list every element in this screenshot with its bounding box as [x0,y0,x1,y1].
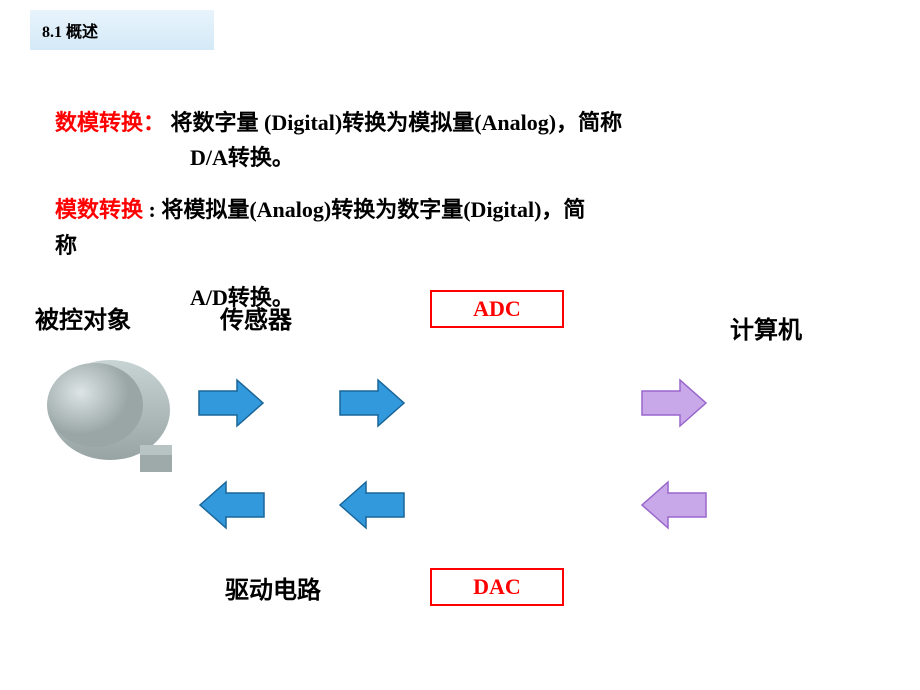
ad-colon: : [149,197,156,222]
arrow-left-icon [640,480,710,530]
ad-desc2: 称 [55,228,77,260]
label-computer: 计算机 [730,310,802,345]
da-desc1: 将数字量 (Digital)转换为模拟量(Analog)，简称 [171,110,623,135]
ad-definition-line1: 模数转换 : 将模拟量(Analog)转换为数字量(Digital)，简 [55,192,585,224]
da-desc2: D/A转换。 [190,140,294,172]
ad-desc1: 将模拟量(Analog)转换为数字量(Digital)，简 [161,197,585,222]
label-driver-circuit: 驱动电路 [225,570,321,605]
da-term: 数模转换： [55,110,165,135]
dac-text: DAC [473,574,521,599]
section-header: 8.1 概述 [30,10,214,50]
arrow-right-icon [640,378,710,428]
ad-term: 模数转换 [55,197,143,222]
cylinder-icon [40,355,190,485]
dac-box: DAC [430,568,564,606]
header-title: 8.1 概述 [42,24,98,41]
label-controlled-object: 被控对象 [35,300,131,335]
arrow-left-icon [338,480,408,530]
da-definition-line1: 数模转换： 将数字量 (Digital)转换为模拟量(Analog)，简称 [55,105,622,137]
arrow-right-icon [338,378,408,428]
adc-box: ADC [430,290,564,328]
adc-text: ADC [473,296,521,321]
label-sensor: 传感器 [220,300,292,335]
arrow-left-icon [198,480,268,530]
arrow-right-icon [197,378,267,428]
